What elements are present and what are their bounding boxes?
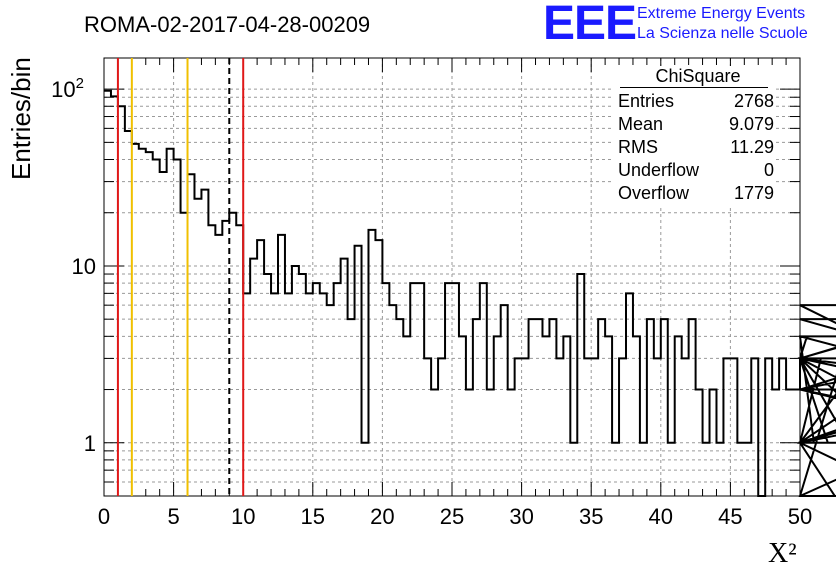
x-tick-label: 15 bbox=[301, 504, 325, 529]
x-tick-label: 25 bbox=[440, 504, 464, 529]
x-tick-label: 5 bbox=[167, 504, 179, 529]
stats-value: 9.079 bbox=[728, 114, 774, 134]
x-tick-label: 40 bbox=[649, 504, 673, 529]
x-tick-label: 30 bbox=[509, 504, 533, 529]
histogram-series bbox=[104, 89, 836, 497]
stats-row: Overflow 1779 bbox=[612, 182, 774, 205]
stats-row: Mean 9.079 bbox=[612, 113, 774, 136]
stats-value: 0 bbox=[763, 160, 774, 180]
stats-label: RMS bbox=[618, 137, 658, 157]
eee-logo: EEE bbox=[543, 0, 637, 50]
stats-label: Mean bbox=[618, 114, 664, 134]
y-tick-label: 10 bbox=[72, 254, 96, 279]
plot-title: ROMA-02-2017-04-28-00209 bbox=[84, 12, 371, 37]
stats-box: ChiSquare Entries 2768 Mean 9.079 RMS 11… bbox=[612, 66, 774, 205]
stats-label: Entries bbox=[618, 91, 675, 111]
stats-value: 11.29 bbox=[730, 137, 774, 157]
x-tick-label: 20 bbox=[370, 504, 394, 529]
stats-label: Overflow bbox=[618, 183, 690, 203]
stats-label: Underflow bbox=[618, 160, 700, 180]
logo-subtitle-1: Extreme Energy Events bbox=[637, 5, 806, 22]
x-tick-label: 10 bbox=[231, 504, 255, 529]
stats-row: RMS 11.29 bbox=[612, 136, 774, 159]
x-tick-label: 0 bbox=[98, 504, 110, 529]
y-tick-label: 1 bbox=[84, 431, 96, 456]
stats-title: ChiSquare bbox=[620, 66, 768, 88]
stats-value: 2768 bbox=[733, 91, 774, 111]
x-tick-label: 45 bbox=[718, 504, 742, 529]
x-axis-label: X² bbox=[768, 538, 797, 569]
stats-value: 1779 bbox=[733, 183, 774, 203]
logo-subtitle-2: La Scienza nelle Scuole bbox=[637, 25, 808, 42]
x-tick-label: 50 bbox=[788, 504, 812, 529]
stats-row: Underflow 0 bbox=[612, 159, 774, 182]
y-tick-label: 102 bbox=[51, 75, 84, 102]
x-tick-label: 35 bbox=[579, 504, 603, 529]
stats-row: Entries 2768 bbox=[612, 90, 774, 113]
